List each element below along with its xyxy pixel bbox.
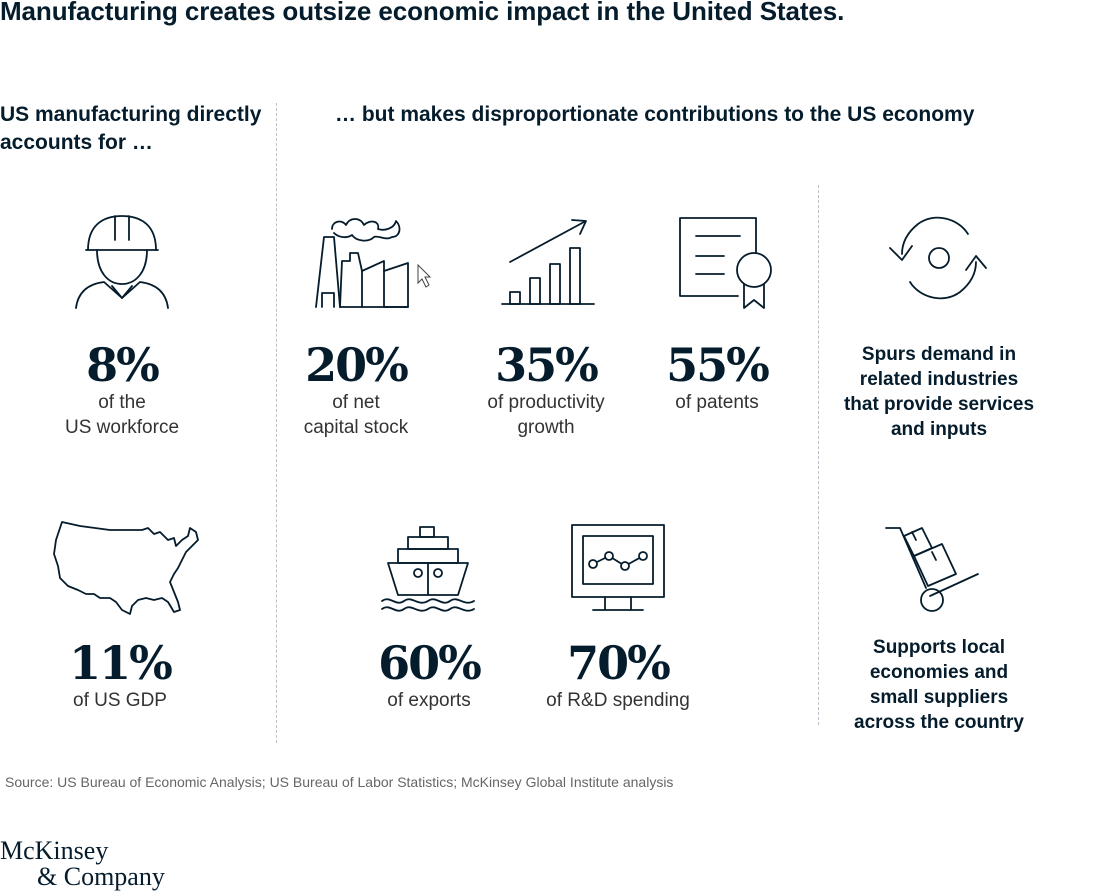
effect-line: and inputs bbox=[890, 419, 988, 440]
stat-exports: 60% of exports bbox=[337, 638, 521, 713]
stat-label: of patents bbox=[675, 392, 759, 413]
worker-hardhat-icon bbox=[75, 215, 169, 309]
stat-value: 55% bbox=[666, 338, 770, 392]
cursor-icon bbox=[417, 263, 432, 288]
effect-line: related industries bbox=[859, 369, 1019, 390]
stat-value: 35% bbox=[495, 338, 599, 392]
effects-divider bbox=[818, 185, 819, 725]
stat-value: 60% bbox=[378, 636, 482, 690]
stat-label: of US GDP bbox=[73, 690, 167, 711]
hand-truck-icon bbox=[885, 527, 979, 612]
stat-rd-spending: 70% of R&D spending bbox=[518, 638, 718, 713]
effect-line: economies and bbox=[869, 662, 1009, 683]
refresh-cycle-icon bbox=[889, 216, 987, 300]
right-heading: … but makes disproportionate contributio… bbox=[335, 103, 975, 126]
left-heading: US manufacturing directly accounts for … bbox=[0, 103, 262, 154]
section-divider bbox=[276, 103, 277, 743]
stat-label: of exports bbox=[387, 690, 471, 711]
effect-line: across the country bbox=[854, 712, 1024, 733]
factory-icon bbox=[315, 218, 432, 308]
stat-productivity: 35% of productivity growth bbox=[454, 340, 638, 440]
effect-line: that provide services bbox=[843, 394, 1035, 415]
us-map-icon bbox=[53, 521, 199, 615]
stat-label: of R&D spending bbox=[546, 690, 690, 711]
effect-line: Spurs demand in bbox=[861, 344, 1017, 365]
growth-chart-icon bbox=[501, 219, 595, 305]
effect-spurs-demand: Spurs demand in related industries that … bbox=[830, 342, 1048, 442]
stat-label: growth bbox=[517, 417, 575, 438]
monitor-chart-icon bbox=[571, 524, 665, 611]
stat-workforce: 8% of the US workforce bbox=[30, 340, 214, 440]
stat-value: 8% bbox=[86, 338, 160, 392]
logo-line: McKinsey bbox=[0, 836, 109, 865]
stat-gdp: 11% of US GDP bbox=[28, 638, 212, 713]
stat-patents: 55% of patents bbox=[625, 340, 809, 415]
certificate-icon bbox=[679, 217, 772, 309]
stat-label: of productivity bbox=[487, 392, 605, 413]
stat-label: US workforce bbox=[64, 417, 180, 438]
cargo-ship-icon bbox=[381, 526, 475, 612]
source-note: Source: US Bureau of Economic Analysis; … bbox=[5, 774, 674, 790]
stat-value: 11% bbox=[69, 636, 173, 690]
stat-capital-stock: 20% of net capital stock bbox=[264, 340, 448, 440]
page-title: Manufacturing creates outsize economic i… bbox=[0, 0, 845, 26]
logo-line: & Company bbox=[37, 862, 165, 891]
stat-value: 70% bbox=[567, 636, 671, 690]
mckinsey-logo: McKinsey & Company bbox=[0, 838, 165, 890]
effect-line: small suppliers bbox=[869, 687, 1009, 708]
stat-label: of net bbox=[332, 392, 380, 413]
stat-value: 20% bbox=[305, 338, 409, 392]
effect-supports-local: Supports local economies and small suppl… bbox=[830, 635, 1048, 735]
stat-label: of the bbox=[98, 392, 146, 413]
effect-line: Supports local bbox=[873, 637, 1005, 658]
stat-label: capital stock bbox=[303, 417, 409, 438]
